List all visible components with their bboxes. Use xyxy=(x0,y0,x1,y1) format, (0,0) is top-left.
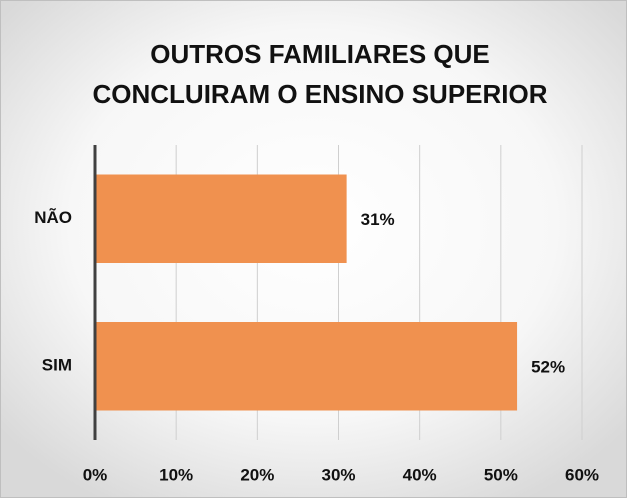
x-tick-label: 20% xyxy=(240,465,274,484)
chart-title: CONCLUIRAM O ENSINO SUPERIOR xyxy=(92,79,547,109)
x-tick-label: 40% xyxy=(403,465,437,484)
x-tick-label: 0% xyxy=(83,465,108,484)
bar xyxy=(95,322,518,411)
y-tick-label: NÃO xyxy=(34,207,72,227)
chart-title: OUTROS FAMILIARES QUE xyxy=(150,39,489,69)
data-label: 31% xyxy=(361,210,395,229)
x-tick-label: 60% xyxy=(565,465,599,484)
data-label: 52% xyxy=(531,358,565,377)
x-tick-label: 30% xyxy=(321,465,355,484)
x-tick-label: 50% xyxy=(484,465,518,484)
x-tick-label: 10% xyxy=(159,465,193,484)
bar xyxy=(95,174,347,263)
y-tick-label: SIM xyxy=(42,356,72,375)
